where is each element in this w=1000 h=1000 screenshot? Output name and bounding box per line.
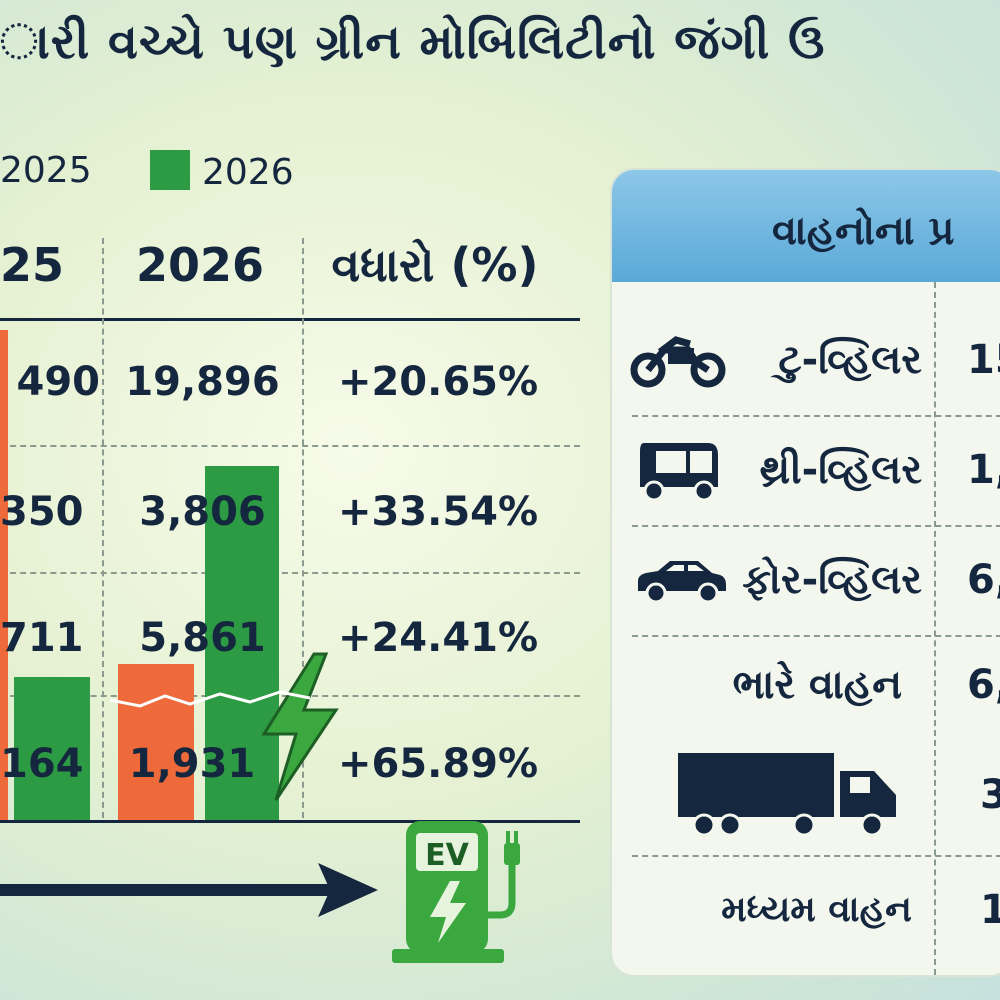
panel-value-four-wheeler: 6, [967,557,1000,603]
cell-2025-row3: 711 [0,615,84,661]
header-rule [0,318,580,321]
truck-icon [674,735,904,855]
vehicle-panel: વાહનોના પ્ર ટુ-વ્હિલર 15 થ્રી-વ્હિલર [612,170,1000,975]
panel-value-truck: 3 [980,772,1000,818]
panel-row-two-wheeler: ટુ-વ્હિલર 15 [612,305,1000,415]
cell-2025-row2: 350 [0,489,84,535]
cell-2026-row4: 1,931 [128,741,256,787]
panel-row-four-wheeler: ફોર-વ્હિલર 6, [612,525,1000,635]
cell-2026-row1: 19,896 [125,359,280,405]
panel-value-three-wheeler: 1, [967,447,1000,493]
spark-line [110,690,310,708]
panel-label-medium-vehicle: મધ્યમ વાહન [721,889,912,930]
column-divider [102,238,104,818]
panel-row-three-wheeler: થ્રી-વ્હિલર 1, [612,415,1000,525]
ev-label: EV [425,838,469,873]
legend-label-2026: 2026 [202,152,294,193]
bar-2026-col2 [205,466,279,820]
panel-label-three-wheeler: થ્રી-વ્હિલર [759,447,922,493]
panel-column-divider [934,282,936,975]
cell-2025-row4: 164 [0,741,84,787]
cell-growth-row4: +65.89% [337,741,539,787]
cell-2025-row1: 490 [16,359,101,405]
cell-growth-row3: +24.41% [337,615,539,661]
panel-title: વાહનોના પ્ર [772,208,955,254]
column-header-growth: વધારો (%) [331,238,539,292]
bar-2025-col2 [118,664,194,820]
row-divider [0,445,580,447]
table-baseline [0,820,580,823]
panel-header [612,170,1000,282]
panel-row-divider [632,525,1000,527]
car-icon [632,525,728,635]
column-header-2025: 25 [0,238,65,292]
panel-label-heavy-vehicle: ભારે વાહન [732,662,902,708]
panel-value-heavy-vehicle: 6, [967,662,1000,708]
panel-row-truck: 3 [612,735,1000,855]
panel-row-divider [632,415,1000,417]
chart-title: ારી વચ્ચે પણ ગ્રીન મોબિલિટીનો જંગી ઉ [0,14,826,70]
row-divider [0,572,580,574]
column-header-2026: 2026 [135,238,265,292]
column-divider [302,238,304,818]
panel-value-medium-vehicle: 1 [980,887,1000,933]
panel-label-two-wheeler: ટુ-વ્હિલર [778,337,922,383]
bar-2026-col1 [14,677,90,820]
motorcycle-icon [630,305,726,415]
cell-2026-row3: 5,861 [139,615,266,661]
arrow-right-icon [0,863,378,917]
legend-label-2025: 2025 [0,150,92,191]
panel-row-divider [632,855,1000,857]
cell-growth-row1: +20.65% [337,359,539,405]
panel-row-divider [632,635,1000,637]
panel-row-medium-vehicle: મધ્યમ વાહન 1 [612,860,1000,960]
legend-2026: 2026 [150,150,294,193]
panel-row-heavy-vehicle: ભારે વાહન 6, [612,635,1000,735]
auto-rickshaw-icon [634,415,724,525]
bar-2025-col1 [0,330,8,820]
legend-swatch-2026 [150,150,190,190]
panel-value-two-wheeler: 15 [967,337,1000,383]
cell-2026-row2: 3,806 [139,489,266,535]
lightning-bolt-icon [261,652,339,801]
legend-2025: 2025 [0,150,92,191]
panel-label-four-wheeler: ફોર-વ્હિલર [742,557,922,603]
cell-growth-row2: +33.54% [337,489,539,535]
ev-charging-station-icon [392,821,520,963]
